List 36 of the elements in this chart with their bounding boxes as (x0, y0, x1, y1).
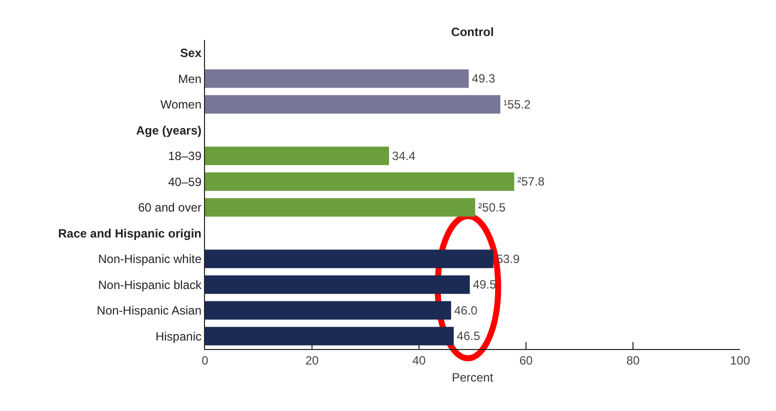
chart-title: Control (451, 25, 494, 39)
bar (205, 69, 469, 88)
bar (205, 301, 452, 320)
x-tick-label: 20 (305, 354, 319, 368)
data-label: ¹55.2 (503, 97, 531, 112)
bar (205, 95, 500, 114)
y-tick-label: Age (years) (136, 123, 202, 138)
bar (205, 326, 454, 346)
y-tick-label: Sex (180, 46, 202, 60)
y-tick-label: Women (160, 98, 202, 112)
bar (205, 275, 470, 294)
y-tick-label: 18–39 (168, 149, 202, 164)
y-tick-label: Race and Hispanic origin (58, 226, 202, 240)
x-tick-label: 80 (626, 354, 640, 368)
x-tick-label: 0 (202, 354, 209, 368)
data-label: 49.3 (472, 72, 496, 86)
x-tick-label: 100 (730, 354, 750, 368)
bar (205, 198, 476, 217)
y-tick-label: 40–59 (168, 174, 202, 189)
x-axis-title: Percent (452, 370, 494, 384)
x-tick-label: 40 (412, 354, 426, 368)
data-label: 46.5 (456, 329, 480, 344)
x-tick-label: 60 (519, 354, 533, 368)
data-label: ²50.5 (478, 200, 506, 214)
y-tick-label: Hispanic (155, 329, 202, 344)
y-tick-label: Men (178, 72, 202, 86)
y-tick-label: Non-Hispanic Asian (96, 304, 202, 318)
data-label: 34.4 (392, 148, 416, 163)
y-tick-label: Non-Hispanic black (98, 278, 202, 292)
bar (205, 172, 514, 191)
data-label: 46.0 (454, 303, 478, 318)
y-tick-label: 60 and over (138, 200, 202, 215)
data-label: ²57.8 (517, 174, 545, 189)
bar (205, 146, 390, 166)
y-tick-label: Non-Hispanic white (98, 252, 202, 266)
bar (205, 250, 494, 268)
